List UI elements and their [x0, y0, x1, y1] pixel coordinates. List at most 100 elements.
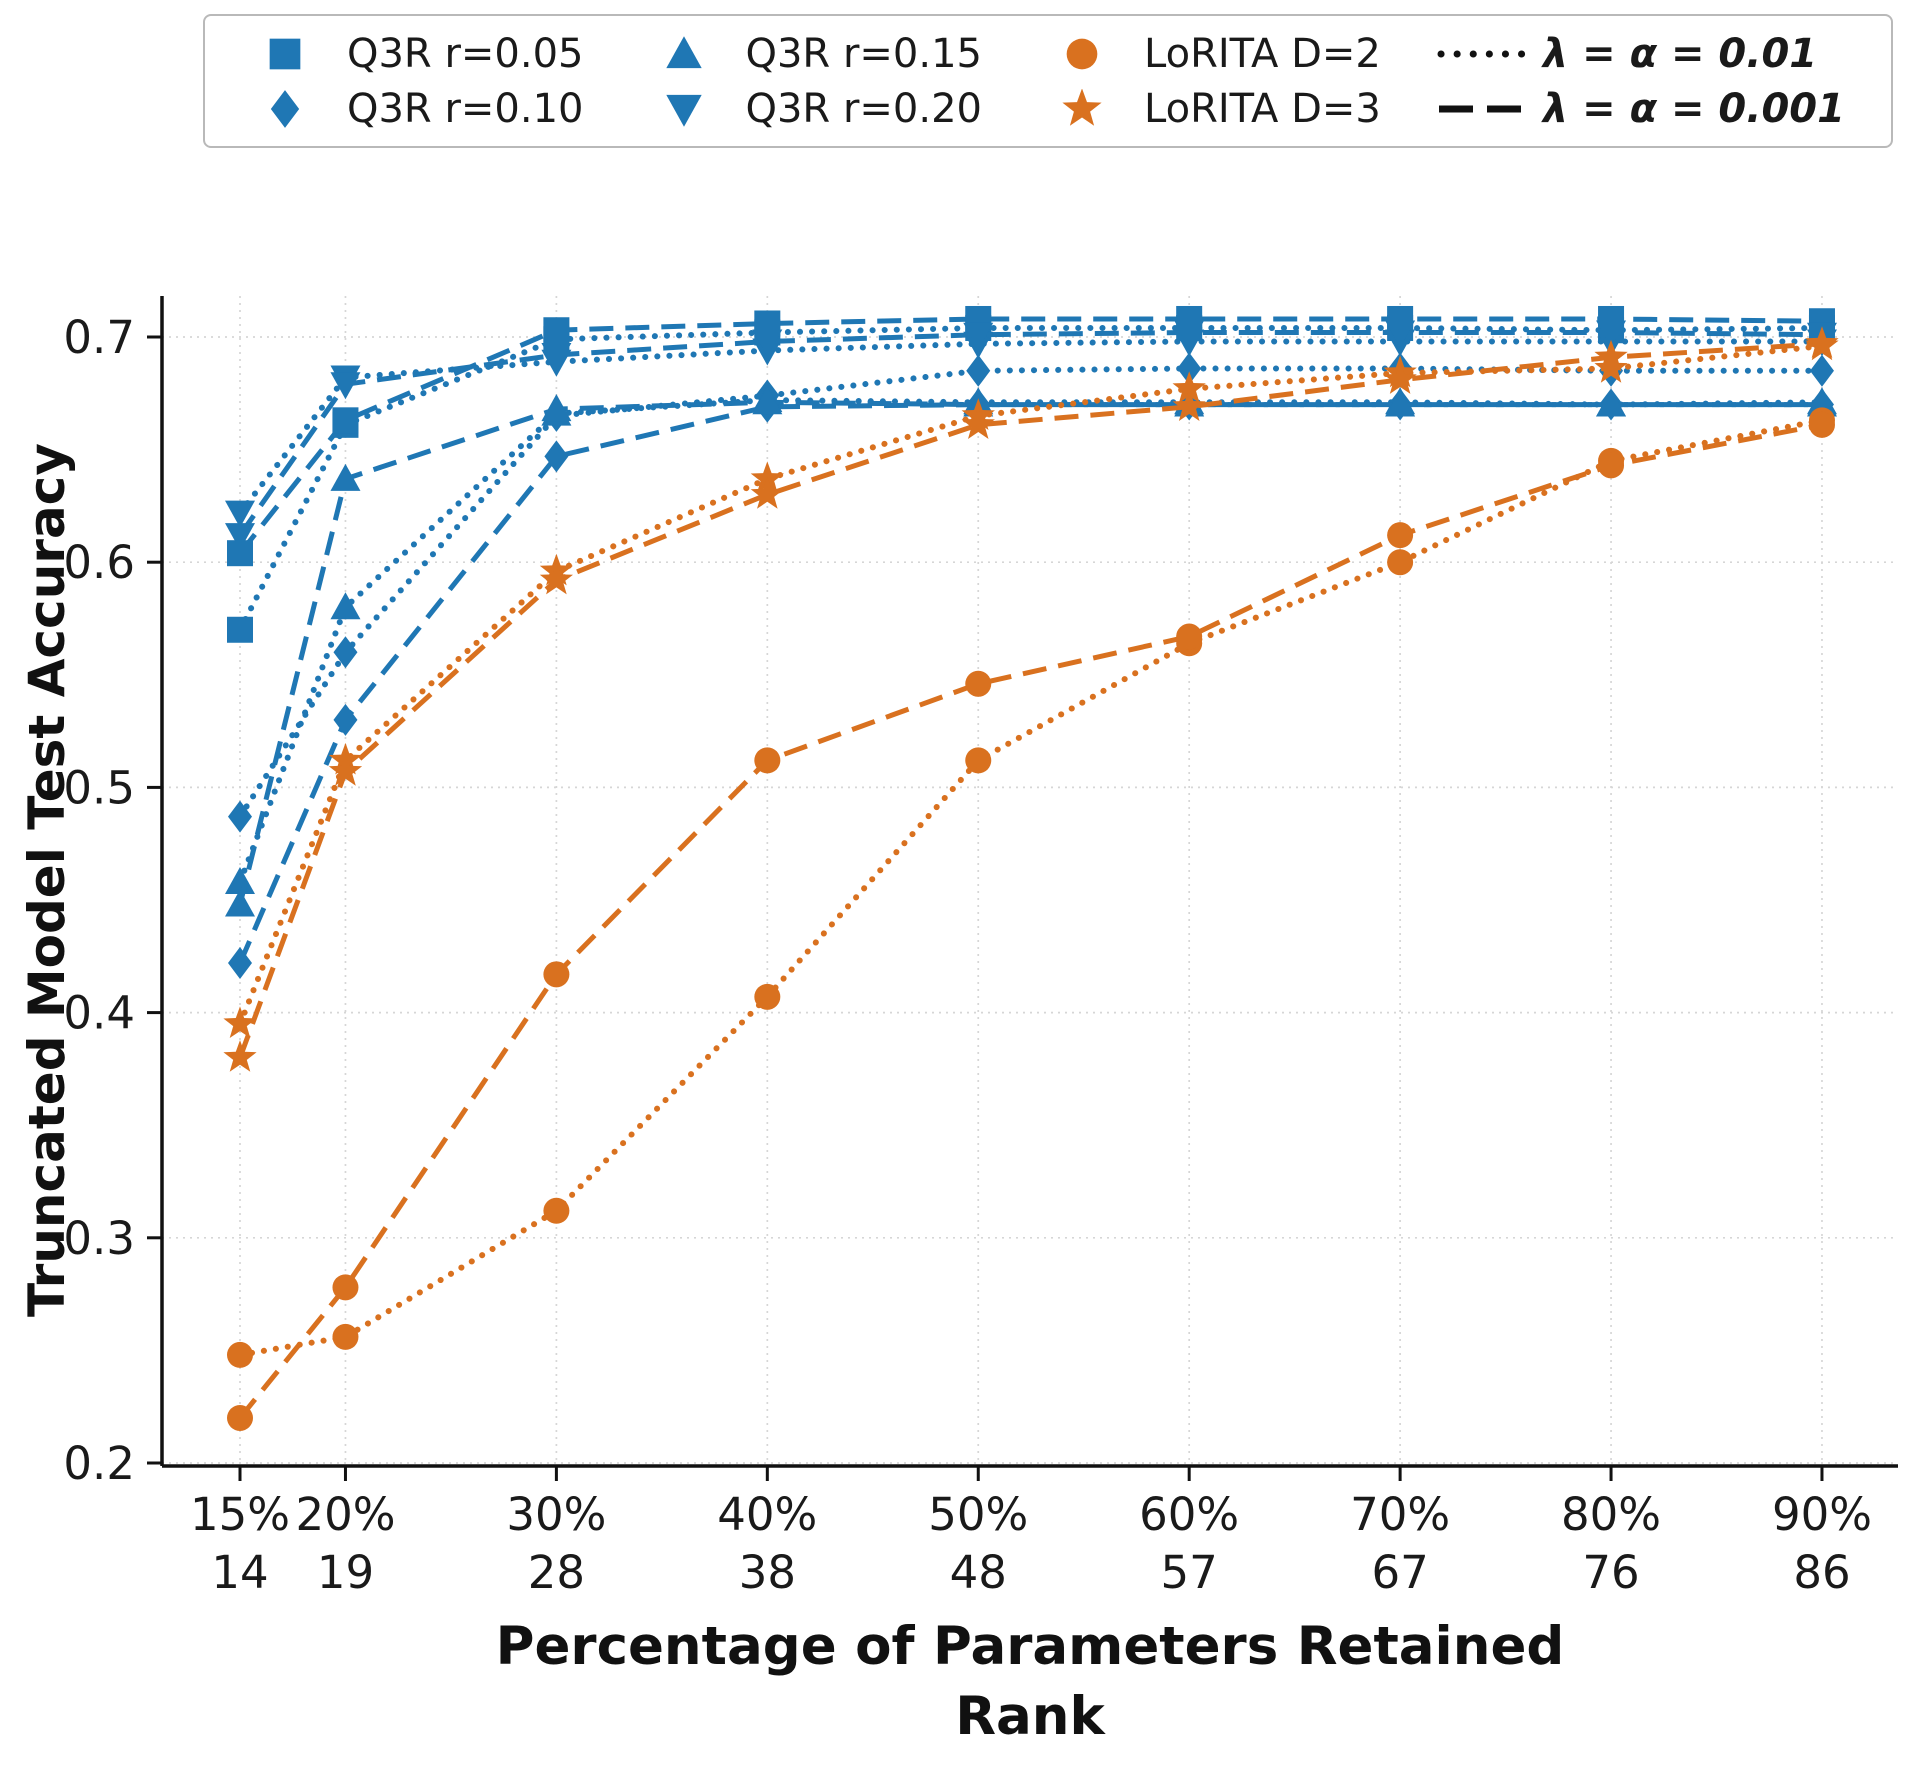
x-tick-label-rank: 86 [1793, 1546, 1850, 1599]
series-marker [961, 407, 995, 439]
series-marker [227, 616, 253, 643]
series-marker [225, 866, 255, 894]
series-marker [225, 889, 255, 917]
series-marker [225, 500, 255, 528]
legend-label: λ = α = 0.001 [1542, 85, 1845, 132]
star-marker-icon [1062, 88, 1102, 126]
legend-item-q3r-r015: Q3R r=0.15 [638, 31, 995, 77]
series-marker [750, 477, 784, 509]
x-tick-label-rank: 67 [1371, 1546, 1428, 1599]
series-line [237, 325, 1825, 633]
y-tick-label: 0.4 [63, 987, 135, 1040]
legend-item-q3r-r020: Q3R r=0.20 [638, 86, 995, 132]
series-marker [539, 562, 573, 595]
series-marker [332, 1274, 359, 1301]
series-marker [1809, 354, 1834, 387]
x-tick-label-percent: 50% [928, 1488, 1028, 1541]
dashed-line-icon [1438, 105, 1523, 112]
series-marker [330, 463, 361, 491]
x-tick-label-rank: 14 [211, 1546, 268, 1599]
legend-label: Q3R r=0.10 [347, 85, 584, 132]
x-tick-label-rank: 28 [528, 1546, 585, 1599]
y-tick-label: 0.3 [63, 1212, 135, 1265]
series-marker [330, 372, 361, 400]
x-tick-label-percent: 15% [190, 1488, 290, 1541]
series-marker [330, 592, 361, 620]
legend-label: Q3R r=0.05 [347, 30, 584, 77]
x-tick-label-percent: 20% [295, 1488, 395, 1541]
series-marker [228, 947, 252, 980]
series-marker [227, 1341, 253, 1368]
series-marker [1805, 326, 1839, 358]
legend-item-q3r-r005: Q3R r=0.05 [239, 31, 596, 77]
series-marker [1596, 320, 1627, 348]
legend-item-lorita-d2: LoRITA D=2 [1036, 31, 1393, 77]
series-marker [1387, 549, 1414, 576]
diamond-legend-marker [270, 89, 300, 128]
series-marker [1172, 371, 1206, 403]
series-marker [1387, 522, 1414, 549]
series-marker [1598, 452, 1625, 479]
triangle-down-marker-icon [665, 94, 702, 127]
series-marker [544, 440, 569, 473]
x-axis-label-line2: Rank [955, 1685, 1105, 1747]
x-tick-label-rank: 76 [1582, 1546, 1639, 1599]
series-marker [333, 636, 358, 669]
series-marker [332, 1323, 359, 1350]
x-tick-label-percent: 40% [717, 1488, 817, 1541]
star-legend-marker [1062, 88, 1102, 126]
series-marker [1596, 389, 1627, 417]
x-tick-label-percent: 70% [1350, 1488, 1450, 1541]
series-marker [328, 754, 363, 786]
series-marker [752, 387, 783, 415]
series-line [238, 316, 1823, 555]
series-marker [1385, 389, 1416, 417]
series-marker [541, 343, 572, 371]
y-tick-label: 0.2 [63, 1437, 135, 1490]
series-marker [1808, 411, 1835, 438]
series-line [238, 422, 1823, 1420]
dotted-line-icon [1437, 50, 1527, 57]
circle-marker-icon [1066, 38, 1098, 69]
series-marker [1385, 320, 1416, 348]
legend-item-q3r-r010: Q3R r=0.10 [239, 86, 596, 132]
legend-item-lorita-d3: LoRITA D=3 [1036, 86, 1393, 132]
diamond-marker-icon [270, 89, 300, 128]
series-marker [1177, 352, 1202, 385]
series-marker [1594, 339, 1628, 372]
y-tick-label: 0.6 [63, 536, 135, 589]
square-legend-marker [269, 38, 301, 69]
series-marker [752, 329, 783, 357]
series-marker [1383, 362, 1417, 394]
x-tick-label-rank: 48 [950, 1546, 1007, 1599]
square-marker-icon [269, 38, 301, 69]
x-tick-label-percent: 30% [506, 1488, 606, 1541]
x-tick-label-percent: 90% [1772, 1488, 1872, 1541]
series-marker [543, 1197, 570, 1224]
y-tick-label: 0.5 [63, 761, 135, 814]
series-marker [965, 670, 992, 697]
x-tick-label-rank: 38 [739, 1546, 796, 1599]
legend: Q3R r=0.05 Q3R r=0.10 Q3R r=0.15 Q3R r=0… [203, 14, 1893, 148]
series-marker [228, 800, 252, 833]
series-marker [223, 1006, 257, 1038]
series-line [237, 343, 1825, 1027]
triangle-down-legend-marker [665, 94, 702, 127]
legend-label: LoRITA D=2 [1144, 30, 1381, 77]
series-marker [333, 703, 358, 736]
series-marker [543, 317, 570, 344]
series-line [237, 330, 1823, 537]
series-line [237, 417, 1825, 1358]
series-marker [1594, 351, 1628, 383]
series-marker [223, 1040, 257, 1072]
series-marker [963, 322, 994, 350]
series-marker [966, 354, 991, 387]
y-tick-label: 0.7 [63, 311, 135, 364]
y-axis-label: Truncated Model Test Accuracy [18, 443, 76, 1317]
series-marker [1176, 623, 1203, 650]
circle-legend-marker [1066, 38, 1098, 69]
x-tick-label-percent: 60% [1139, 1488, 1239, 1541]
x-tick-label-rank: 19 [317, 1546, 374, 1599]
